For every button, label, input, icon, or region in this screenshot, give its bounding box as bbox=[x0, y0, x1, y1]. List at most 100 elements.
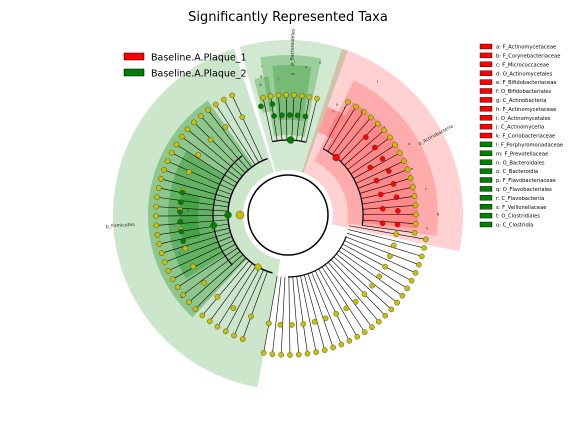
leaf-node bbox=[161, 259, 168, 265]
leaf-branch bbox=[262, 97, 273, 142]
side-legend-label: j: C_Actinomycetia bbox=[495, 125, 544, 131]
node-letter-label: c bbox=[384, 125, 386, 129]
leaf-branch bbox=[336, 117, 372, 159]
actino-family-node bbox=[394, 221, 401, 228]
family-node bbox=[222, 124, 229, 130]
clade-shading bbox=[113, 40, 464, 388]
node-letter-label: f bbox=[425, 188, 427, 192]
leaf-node bbox=[381, 127, 387, 134]
leaf-node bbox=[221, 96, 227, 103]
leaf-branch bbox=[176, 144, 238, 184]
leaf-branch bbox=[292, 276, 300, 355]
side-legend-label: f: O_Bifidobacteriales bbox=[496, 89, 551, 95]
node-letter-label: r bbox=[261, 64, 263, 68]
family-node bbox=[361, 291, 368, 297]
leaf-node bbox=[345, 99, 351, 105]
family-node bbox=[300, 321, 307, 327]
leaf-branch bbox=[324, 264, 373, 328]
family-node bbox=[393, 231, 400, 237]
side-legend-label: s: F_Veillonellaceae bbox=[496, 205, 546, 211]
leaf-branch bbox=[202, 260, 250, 316]
shade-veillonellaceae bbox=[180, 192, 201, 242]
leaf-node bbox=[155, 185, 162, 191]
side-legend-label: a: F_Actinomycetaceae bbox=[496, 45, 556, 51]
leaf-branch bbox=[172, 243, 236, 280]
leaf-branch bbox=[355, 160, 405, 184]
leaf-branch bbox=[231, 95, 263, 161]
family-node bbox=[382, 263, 388, 270]
leaf-branch bbox=[223, 99, 260, 163]
chart-title: Significantly Represented Taxa bbox=[188, 10, 388, 25]
actino-family-node bbox=[390, 181, 397, 187]
node-clostridia bbox=[210, 222, 218, 229]
legend-label-group-2: Baseline.A.Plaque_2 bbox=[151, 69, 247, 80]
leaf-branch bbox=[164, 236, 233, 263]
side-legend-swatch bbox=[479, 212, 493, 219]
leaf-node bbox=[165, 267, 172, 274]
node-letter-label: q bbox=[260, 75, 262, 79]
arc-actinobacteria bbox=[322, 148, 364, 226]
side-legend-swatch bbox=[479, 106, 493, 112]
veillonellaceae-node bbox=[178, 228, 185, 235]
leaf-branch bbox=[159, 227, 230, 245]
bacteroid-node bbox=[302, 113, 309, 120]
leaf-branch bbox=[285, 95, 288, 141]
leaf-node bbox=[416, 261, 422, 268]
family-node bbox=[239, 114, 246, 120]
leaf-branch bbox=[177, 247, 238, 288]
leaf-node bbox=[153, 213, 159, 219]
family-node bbox=[343, 305, 350, 312]
side-legend-label: c: F_Micrococcaceae bbox=[496, 62, 549, 68]
leaf-node bbox=[412, 202, 419, 209]
leaf-branch bbox=[330, 259, 386, 316]
leaf-branch bbox=[340, 247, 408, 289]
leaf-branch bbox=[181, 136, 240, 180]
leaf-node bbox=[392, 142, 398, 148]
leaf-branch bbox=[357, 169, 408, 189]
node-letter-label: n bbox=[305, 65, 307, 69]
leaf-branch bbox=[182, 251, 241, 296]
leaf-node bbox=[404, 166, 411, 173]
legend-label-group-1: Baseline.A.Plaque_1 bbox=[151, 53, 247, 64]
node-letter-label: m bbox=[291, 72, 295, 76]
leaf-node bbox=[360, 108, 367, 115]
leaf-branch bbox=[168, 240, 234, 272]
veillonellaceae-node bbox=[177, 209, 183, 215]
shade-bacteroidetes bbox=[239, 40, 348, 173]
leaf-branch bbox=[167, 160, 234, 191]
leaf-node bbox=[413, 211, 419, 218]
side-legend-swatch bbox=[479, 88, 493, 94]
node-letter-label: h bbox=[332, 110, 334, 114]
node-letter-label: b bbox=[361, 110, 364, 114]
leaf-node bbox=[411, 193, 418, 199]
leaf-node bbox=[361, 329, 368, 335]
leaf-branch bbox=[187, 129, 243, 177]
veillonellaceae-node bbox=[179, 189, 186, 196]
veillonellaceae-node bbox=[177, 218, 184, 225]
leaf-node bbox=[375, 318, 382, 325]
node-letter-label: p bbox=[259, 83, 262, 87]
leaf-branch bbox=[362, 219, 416, 224]
leaf-node bbox=[229, 92, 236, 99]
bacteroid-node bbox=[286, 112, 293, 118]
leaf-branch bbox=[242, 271, 268, 340]
node-actinobacteria bbox=[332, 153, 340, 162]
side-legend-label: l: F_Porphyromonadaceae bbox=[496, 143, 563, 149]
node-letter-label: j bbox=[376, 79, 378, 83]
leaf-node bbox=[321, 347, 328, 353]
leaf-branch bbox=[362, 225, 415, 234]
side-legend-swatch bbox=[479, 141, 493, 148]
side-legend-swatch bbox=[479, 61, 493, 67]
leaf-branch bbox=[322, 101, 349, 149]
family-node bbox=[369, 282, 376, 289]
leaf-node bbox=[199, 312, 206, 319]
leaf-branch bbox=[156, 219, 229, 226]
leaf-node bbox=[399, 292, 406, 299]
family-node bbox=[387, 253, 393, 260]
leaf-node bbox=[154, 194, 160, 201]
leaf-node bbox=[178, 133, 185, 140]
veillonellaceae-node bbox=[177, 199, 184, 206]
side-legend-label: t: O_Clostridiales bbox=[496, 214, 540, 220]
leaf-node bbox=[260, 94, 266, 101]
side-legend-swatch bbox=[479, 123, 493, 130]
